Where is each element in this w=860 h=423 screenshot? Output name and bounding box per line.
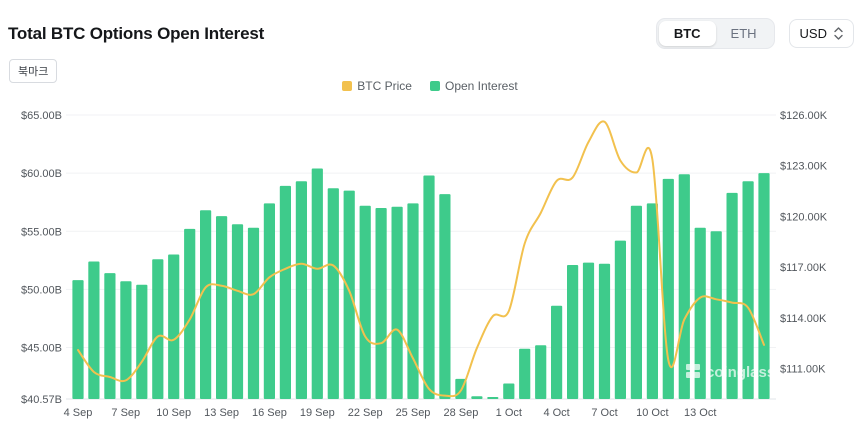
open-interest-bar[interactable] <box>231 224 244 399</box>
open-interest-bar[interactable] <box>726 192 738 399</box>
open-interest-bar[interactable] <box>359 205 371 399</box>
y-axis-label-right: $111.00K <box>780 364 826 376</box>
open-interest-swatch <box>429 81 440 91</box>
y-axis-label-left: $65.00B <box>21 110 62 122</box>
open-interest-bar[interactable] <box>439 194 451 399</box>
x-axis-label: 4 Sep <box>64 407 93 419</box>
y-axis-label-right: $120.00K <box>780 211 828 223</box>
open-interest-bar[interactable] <box>487 397 499 399</box>
open-interest-bar[interactable] <box>263 203 275 399</box>
y-axis-label-right: $123.00K <box>780 161 828 173</box>
open-interest-bar[interactable] <box>72 280 84 399</box>
watermark-logo-icon <box>694 372 700 378</box>
x-axis-label: 4 Oct <box>543 407 569 419</box>
x-axis-label: 10 Sep <box>156 407 191 419</box>
open-interest-bar[interactable] <box>710 231 722 399</box>
coinglass-watermark: coinglass <box>686 364 775 381</box>
x-axis-label: 13 Sep <box>204 407 239 419</box>
open-interest-bar[interactable] <box>343 190 355 399</box>
open-interest-bar[interactable] <box>630 205 642 399</box>
watermark-logo-icon <box>686 372 692 378</box>
open-interest-bar[interactable] <box>535 345 547 399</box>
open-interest-bar[interactable] <box>407 203 419 399</box>
y-axis-label-left: $40.57B <box>21 394 62 406</box>
open-interest-bar[interactable] <box>758 173 770 399</box>
x-axis-label: 28 Sep <box>443 407 478 419</box>
open-interest-bar[interactable] <box>598 263 611 399</box>
open-interest-bar[interactable] <box>152 259 164 399</box>
open-interest-bar[interactable] <box>104 273 116 399</box>
chart-legend: BTC Price Open Interest <box>0 79 860 93</box>
coin-toggle: BTC ETH <box>655 18 775 49</box>
y-axis-label-right: $114.00K <box>780 313 827 325</box>
open-interest-bar[interactable] <box>247 227 260 399</box>
open-interest-bar[interactable] <box>678 174 690 399</box>
watermark-text: coinglass <box>706 364 775 381</box>
open-interest-bar[interactable] <box>295 181 307 399</box>
open-interest-bar[interactable] <box>614 240 626 399</box>
open-interest-bar[interactable] <box>327 188 339 399</box>
open-interest-bar[interactable] <box>375 208 387 399</box>
y-axis-label-left: $45.00B <box>21 343 62 355</box>
y-axis-label-left: $55.00B <box>21 226 62 238</box>
open-interest-bar[interactable] <box>279 185 291 399</box>
open-interest-bar[interactable] <box>694 227 706 399</box>
open-interest-bar[interactable] <box>471 396 483 399</box>
y-axis-label-right: $126.00K <box>780 110 828 122</box>
y-axis-label-right: $117.00K <box>780 262 827 274</box>
x-axis-label: 13 Oct <box>684 407 716 419</box>
x-axis-label: 22 Sep <box>348 407 383 419</box>
open-interest-bar[interactable] <box>503 383 515 400</box>
open-interest-bar[interactable] <box>311 168 323 400</box>
tab-btc[interactable]: BTC <box>658 21 716 46</box>
x-axis-label: 7 Oct <box>591 407 617 419</box>
legend-label: BTC Price <box>357 79 412 93</box>
x-axis-label: 19 Sep <box>300 407 335 419</box>
y-axis-label-left: $60.00B <box>21 168 62 180</box>
currency-dropdown[interactable]: USD <box>788 19 854 48</box>
btc-price-line <box>77 120 765 398</box>
open-interest-bar[interactable] <box>184 228 196 399</box>
page-title: Total BTC Options Open Interest <box>8 23 265 43</box>
watermark-logo-icon <box>694 364 700 370</box>
tab-eth[interactable]: ETH <box>716 21 772 46</box>
open-interest-bar[interactable] <box>567 265 579 399</box>
open-interest-bar[interactable] <box>200 210 212 399</box>
x-axis-label: 7 Sep <box>111 407 140 419</box>
open-interest-bar[interactable] <box>551 305 563 399</box>
open-interest-bar[interactable] <box>136 284 148 399</box>
currency-label: USD <box>799 26 827 41</box>
x-axis-label: 25 Sep <box>396 407 431 419</box>
open-interest-bar[interactable] <box>216 216 228 399</box>
open-interest-bar[interactable] <box>88 261 100 400</box>
open-interest-bar[interactable] <box>423 175 435 400</box>
bookmark-button[interactable]: 북마크 <box>9 59 58 83</box>
legend-item-btc-price[interactable]: BTC Price <box>342 79 412 93</box>
open-interest-bar[interactable] <box>582 262 595 399</box>
btc-price-swatch <box>342 81 353 91</box>
chart-controls: BTC ETH USD <box>655 18 854 49</box>
y-axis-label-left: $50.00B <box>21 284 62 296</box>
watermark-logo-icon <box>686 364 692 370</box>
legend-item-open-interest[interactable]: Open Interest <box>429 79 518 93</box>
open-interest-bar[interactable] <box>646 203 658 399</box>
x-axis-label: 10 Oct <box>636 407 668 419</box>
open-interest-bar[interactable] <box>120 281 132 399</box>
header: Total BTC Options Open Interest BTC ETH … <box>8 18 854 49</box>
x-axis-label: 16 Sep <box>252 407 287 419</box>
x-axis-label: 1 Oct <box>496 407 522 419</box>
open-interest-bar[interactable] <box>519 348 531 399</box>
open-interest-bar[interactable] <box>168 254 180 400</box>
open-interest-bar[interactable] <box>391 206 403 399</box>
legend-label: Open Interest <box>444 79 518 93</box>
open-interest-bar[interactable] <box>742 181 754 399</box>
sort-arrows-icon <box>834 27 843 40</box>
